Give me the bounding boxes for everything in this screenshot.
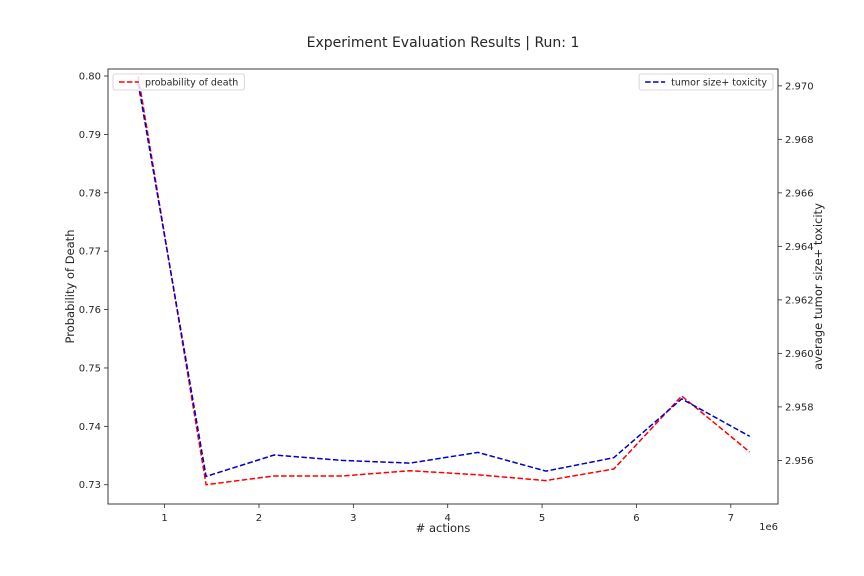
left-y-tick-label: 0.76 (79, 305, 101, 316)
legend-probability-of-death: probability of death (112, 73, 245, 91)
series-line-tumor-size-toxicity (137, 83, 751, 478)
left-y-tick-label: 0.78 (79, 188, 101, 199)
chart-title: Experiment Evaluation Results | Run: 1 (307, 35, 580, 51)
right-y-axis-label: average tumor size+ toxicity (811, 203, 825, 370)
x-tick-label: 2 (256, 513, 262, 524)
series-line-probability-of-death (137, 75, 751, 486)
right-y-axis: 2.956 2.958 2.960 2.962 2.964 2.966 2.968 2.970 (778, 81, 814, 467)
legend-tumor-size-toxicity: tumor size+ toxicity (638, 73, 774, 91)
legend-label: tumor size+ toxicity (671, 78, 767, 89)
right-y-tick-label: 2.962 (785, 295, 814, 306)
right-y-tick-label: 2.958 (785, 402, 814, 413)
x-tick-label: 1 (161, 513, 167, 524)
left-y-tick-label: 0.74 (79, 422, 101, 433)
legend-box (112, 73, 245, 91)
right-y-tick-label: 2.964 (785, 242, 814, 253)
series-lines (137, 75, 751, 486)
left-y-tick-label: 0.79 (79, 130, 101, 141)
legend-label: probability of death (145, 78, 238, 89)
left-y-tick-label: 0.75 (79, 363, 101, 374)
left-y-tick-label: 0.73 (79, 480, 101, 491)
x-tick-label: 3 (350, 513, 356, 524)
left-y-axis-label: Probability of Death (63, 230, 77, 344)
plot-area (137, 75, 751, 486)
x-axis-label: # actions (416, 521, 471, 535)
left-y-axis: 0.73 0.74 0.75 0.76 0.77 0.78 0.79 0.80 (79, 72, 108, 491)
right-y-tick-label: 2.960 (785, 349, 814, 360)
right-y-tick-label: 2.968 (785, 135, 814, 146)
x-tick-label: 6 (633, 513, 639, 524)
x-tick-label: 7 (728, 513, 734, 524)
left-y-tick-label: 0.80 (79, 72, 101, 83)
right-y-tick-label: 2.956 (785, 456, 814, 467)
x-tick-label: 4 (445, 513, 451, 524)
plot-frame (107, 68, 779, 505)
left-y-tick-label: 0.77 (79, 247, 101, 258)
legend-box (638, 73, 774, 91)
right-y-tick-label: 2.966 (785, 188, 814, 199)
x-axis: 1 2 3 4 5 6 7 (161, 504, 734, 524)
right-y-tick-label: 2.970 (785, 81, 814, 92)
x-axis-offset-label: 1e6 (759, 522, 778, 533)
x-tick-label: 5 (539, 513, 545, 524)
